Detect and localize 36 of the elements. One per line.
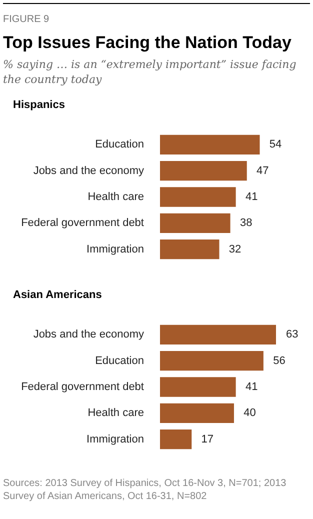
data-label: 38: [240, 217, 252, 230]
text: Hispanics: [12, 98, 66, 113]
caption: FIGURE 9: [3, 13, 50, 27]
y-tick-label: Jobs and the economy: [33, 328, 144, 341]
data-label: 41: [245, 381, 258, 394]
text: Top Issues Facing the Nation Today: [3, 33, 292, 53]
text: % saying … is an “extremely important” issue facing the country today: [3, 57, 298, 87]
data-label: 17: [201, 433, 214, 446]
data-label: 47: [256, 164, 269, 177]
data-label: 56: [273, 354, 286, 367]
y-tick-label: Health care: [88, 191, 144, 204]
bar: [160, 377, 236, 397]
bar: [160, 351, 264, 371]
bar: [160, 324, 276, 345]
y-tick-label: Health care: [88, 407, 144, 420]
data-label: 40: [244, 407, 256, 420]
bar: [160, 161, 247, 181]
y-tick-label: Immigration: [86, 433, 144, 446]
data-label: 54: [269, 138, 282, 151]
bar: [160, 429, 192, 450]
bar: [160, 134, 260, 155]
data-label: 63: [286, 328, 298, 341]
data-label: 32: [228, 243, 242, 256]
bar: [160, 187, 236, 207]
y-tick-label: Federal government debt: [21, 217, 144, 230]
y-tick-label: Education: [95, 138, 144, 151]
source-note: Sources: 2013 Survey of Hispanics, Oct 16-Nov 3, N=701; 2013 Survey of Asian Americans, Oct 16-31, N=802: [2, 477, 288, 503]
bar: [160, 239, 220, 260]
text: Asian Americans: [12, 288, 103, 303]
y-tick-label: Jobs and the economy: [33, 164, 144, 177]
bar: [160, 213, 230, 233]
y-tick-label: Federal government debt: [21, 381, 144, 394]
data-label: 41: [245, 191, 258, 204]
y-tick-label: Education: [95, 354, 144, 367]
bar: [160, 403, 234, 423]
y-tick-label: Immigration: [86, 243, 144, 256]
